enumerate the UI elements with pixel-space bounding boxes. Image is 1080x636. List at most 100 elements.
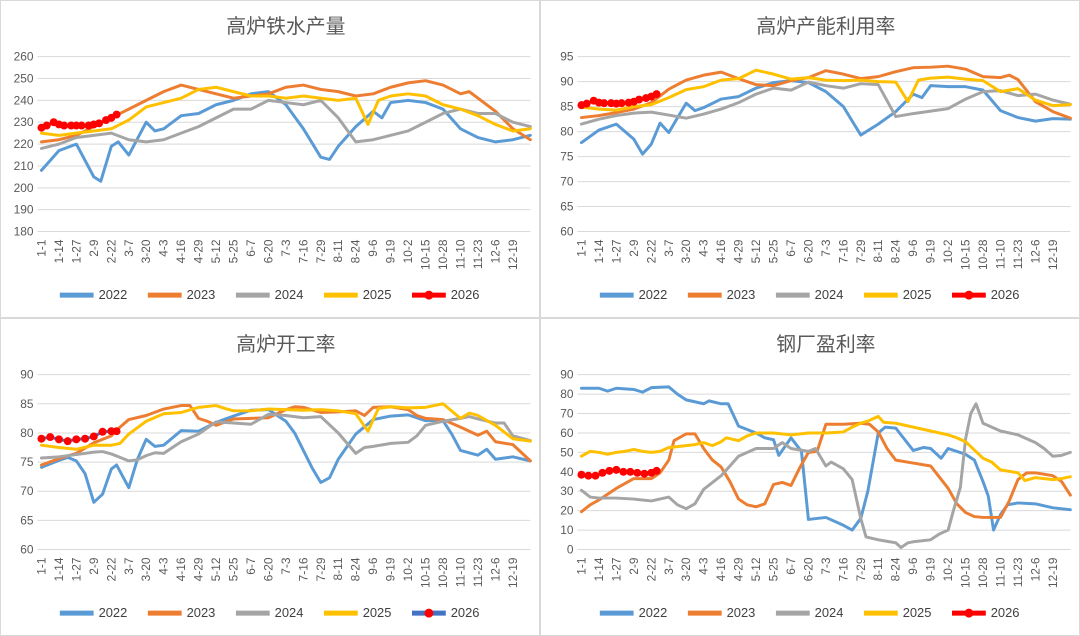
x-axis-label: 10-28 xyxy=(976,239,990,270)
y-axis-label: 60 xyxy=(560,426,574,440)
x-axis-label: 1-27 xyxy=(609,557,623,581)
x-axis-label: 12-6 xyxy=(488,557,502,581)
x-axis-label: 1-1 xyxy=(574,557,588,575)
x-axis-label: 9-19 xyxy=(924,239,938,263)
y-axis-label: 50 xyxy=(560,445,574,459)
legend-label: 2024 xyxy=(275,287,304,302)
chart-svg: 0 10 20 30 40 50 60 70 80 90 1-1 1-14 1-27 2-9 2-22 3-7… xyxy=(560,334,1072,620)
x-axis-label: 10-15 xyxy=(419,239,433,270)
y-axis-label: 95 xyxy=(560,50,574,64)
x-axis-label: 5-12 xyxy=(209,239,223,263)
x-axis-label: 12-6 xyxy=(1028,239,1042,263)
legend-item-2023: 2023 xyxy=(147,605,215,620)
chart-title: 高炉铁水产量 xyxy=(226,16,345,38)
series-line-2024 xyxy=(39,412,532,463)
x-axis-labels: 1-1 1-14 1-27 2-9 2-22 3-7 3-20 4-3 4-16 4-29 5-12… xyxy=(34,557,519,588)
x-axis-label: 10-2 xyxy=(941,557,955,581)
x-axis-labels: 1-1 1-14 1-27 2-9 2-22 3-7 3-20 4-3 4-16 4-29 5-12… xyxy=(34,239,519,270)
x-axis-label: 3-7 xyxy=(662,557,676,575)
x-axis-label: 7-29 xyxy=(854,239,868,263)
x-axis-label: 8-11 xyxy=(331,239,345,262)
legend-label: 2022 xyxy=(99,287,128,302)
legend-label: 2026 xyxy=(451,605,480,620)
series-line-2023 xyxy=(39,79,532,144)
series-markers-2026 xyxy=(37,110,121,132)
x-axis-label: 8-24 xyxy=(349,239,363,263)
y-axis-labels: 180 190 200 210 220 230 240 250 260 xyxy=(14,50,34,239)
x-axis-label: 9-6 xyxy=(366,239,380,257)
gridlines xyxy=(37,56,531,233)
legend-item-2025: 2025 xyxy=(323,605,391,620)
legend-item-2026: 2026 xyxy=(952,605,1019,620)
x-axis-label: 11-23 xyxy=(471,239,485,269)
x-axis-label: 5-12 xyxy=(749,557,763,581)
x-axis-label: 10-15 xyxy=(959,557,973,588)
x-axis-label: 8-11 xyxy=(331,557,345,580)
legend-item-2025: 2025 xyxy=(323,287,391,302)
chart-hot-metal-production: 180 190 200 210 220 230 240 250 260 1-1 1-14 1-27 2-… xyxy=(0,0,540,318)
legend: 2022 2023 2024 2025 2026 xyxy=(59,605,480,620)
series-line-2024 xyxy=(39,98,532,150)
legend-item-2025: 2025 xyxy=(863,605,932,620)
x-axis-label: 10-28 xyxy=(976,557,990,588)
x-axis-label: 2-9 xyxy=(627,239,641,257)
x-axis-label: 10-28 xyxy=(436,239,450,270)
series-markers-2026 xyxy=(577,90,661,110)
x-axis-label: 4-3 xyxy=(697,239,711,257)
legend-label: 2024 xyxy=(815,605,844,620)
x-axis-label: 8-24 xyxy=(889,239,903,263)
x-axis-label: 8-24 xyxy=(349,557,363,581)
x-axis-label: 1-27 xyxy=(609,239,623,263)
x-axis-label: 9-6 xyxy=(906,239,920,257)
x-axis-labels: 1-1 1-14 1-27 2-9 2-22 3-7 3-20 4-3 4-16 4-29 5-12… xyxy=(574,557,1059,588)
series-line-2023 xyxy=(579,64,1072,120)
x-axis-label: 2-9 xyxy=(627,557,641,575)
legend-label: 2026 xyxy=(991,287,1020,302)
x-axis-label: 3-7 xyxy=(122,557,136,575)
legend-label: 2023 xyxy=(187,287,216,302)
y-axis-label: 85 xyxy=(20,397,34,411)
y-axis-label: 210 xyxy=(14,159,34,173)
x-axis-label: 3-20 xyxy=(679,557,693,581)
x-axis-label: 6-7 xyxy=(244,239,258,257)
x-axis-label: 4-16 xyxy=(174,557,188,581)
x-axis-label: 2-22 xyxy=(644,557,658,581)
x-axis-label: 10-15 xyxy=(959,239,973,270)
x-axis-label: 7-3 xyxy=(819,557,833,575)
chart-title: 高炉产能利用率 xyxy=(756,16,895,38)
legend: 2022 2023 2024 2025 2026 xyxy=(59,287,479,302)
x-axis-label: 7-16 xyxy=(296,557,310,581)
x-axis-label: 3-20 xyxy=(139,239,153,263)
x-axis-label: 1-14 xyxy=(52,557,66,581)
x-axis-label: 11-23 xyxy=(1011,239,1025,269)
y-axis-labels: 60 65 70 75 80 85 90 95 xyxy=(560,50,574,239)
y-axis-label: 75 xyxy=(560,150,574,164)
x-axis-label: 10-2 xyxy=(401,239,415,263)
y-axis-label: 60 xyxy=(20,543,34,557)
legend-label: 2025 xyxy=(903,605,932,620)
series-line-2022 xyxy=(39,90,532,183)
legend-label: 2022 xyxy=(639,287,668,302)
x-axis-label: 12-19 xyxy=(506,239,520,270)
x-axis-label: 6-20 xyxy=(261,239,275,263)
y-axis-label: 20 xyxy=(560,504,574,518)
x-axis-label: 9-6 xyxy=(906,557,920,575)
legend-item-2024: 2024 xyxy=(775,287,843,302)
x-axis-label: 1-14 xyxy=(52,239,66,263)
y-axis-label: 65 xyxy=(20,513,34,527)
y-axis-label: 0 xyxy=(567,543,574,557)
y-axis-label: 90 xyxy=(560,75,574,89)
x-axis-label: 7-3 xyxy=(279,239,293,257)
gridlines xyxy=(577,374,1071,551)
legend-label: 2026 xyxy=(991,605,1020,620)
y-axis-label: 70 xyxy=(560,406,574,420)
x-axis-label: 5-25 xyxy=(227,239,241,263)
x-axis-label: 4-29 xyxy=(732,239,746,263)
x-axis-label: 4-29 xyxy=(192,239,206,263)
legend: 2022 2023 2024 2025 2026 xyxy=(599,287,1020,302)
series-markers-2026 xyxy=(37,427,121,446)
y-axis-label: 250 xyxy=(14,71,34,85)
x-axis-label: 4-3 xyxy=(157,239,171,257)
x-axis-label: 6-20 xyxy=(801,557,815,581)
